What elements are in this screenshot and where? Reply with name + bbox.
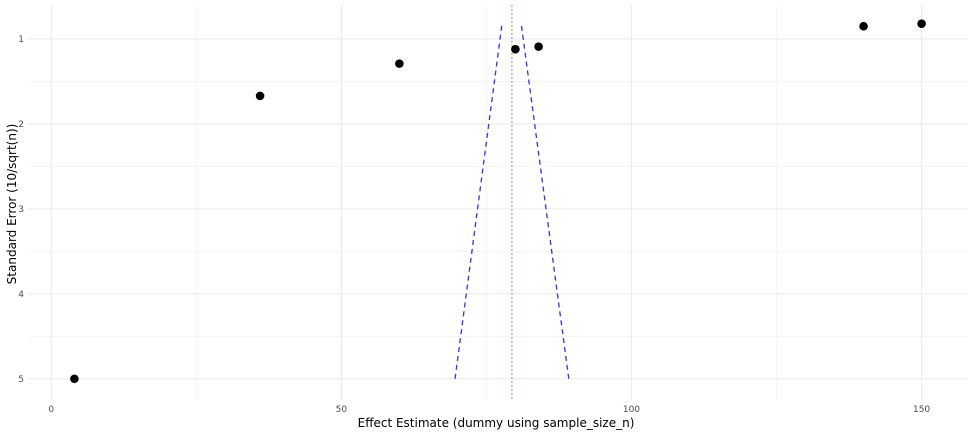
- y-tick-label: 2: [18, 120, 24, 130]
- data-point: [255, 91, 265, 101]
- data-point: [859, 21, 868, 31]
- x-tick-label: 50: [336, 405, 348, 415]
- minor-gridlines: [28, 5, 968, 400]
- data-point: [395, 59, 404, 68]
- data-point: [511, 44, 520, 54]
- data-point: [70, 374, 79, 384]
- x-axis-title: Effect Estimate (dummy using sample_size…: [358, 416, 635, 430]
- data-point: [534, 42, 543, 51]
- funnel-lines: [454, 23, 570, 379]
- x-tick-label: 100: [623, 405, 640, 415]
- major-gridlines: [28, 5, 968, 400]
- funnel-line-right: [520, 23, 570, 379]
- x-tick-labels: 0 50 100 150: [48, 405, 930, 415]
- data-point: [917, 19, 926, 28]
- funnel-line-left: [454, 23, 503, 379]
- y-tick-label: 3: [18, 205, 24, 215]
- y-tick-label: 5: [18, 375, 24, 385]
- y-tick-label: 4: [18, 290, 24, 300]
- data-points: [70, 19, 926, 384]
- y-tick-labels: 1 2 3 4 5: [18, 35, 24, 385]
- x-tick-label: 0: [48, 405, 54, 415]
- x-tick-label: 150: [913, 405, 930, 415]
- y-tick-label: 1: [18, 35, 24, 45]
- y-axis-title: Standard Error (10/sqrt(n)): [5, 124, 19, 285]
